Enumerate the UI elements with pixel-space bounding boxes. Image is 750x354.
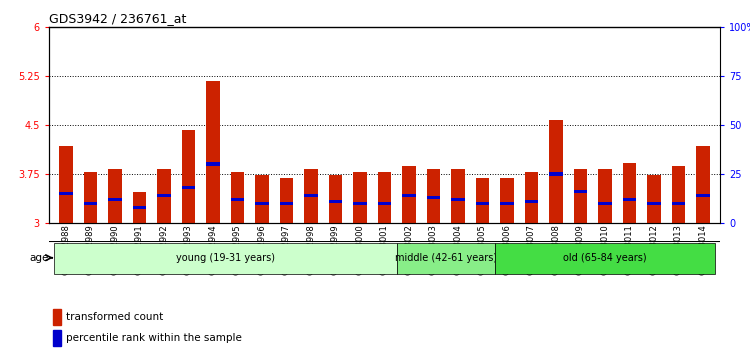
- Bar: [84, 201, 98, 205]
- Bar: [598, 201, 611, 205]
- Bar: [280, 178, 293, 223]
- Bar: [378, 201, 391, 205]
- Bar: [280, 201, 293, 205]
- Bar: [647, 201, 661, 205]
- Bar: [255, 201, 268, 205]
- Bar: [671, 166, 685, 223]
- Bar: [255, 175, 268, 223]
- Bar: [59, 147, 73, 223]
- Bar: [108, 169, 122, 223]
- Bar: [476, 178, 489, 223]
- Bar: [328, 175, 342, 223]
- Bar: [378, 172, 391, 223]
- Bar: [158, 194, 171, 197]
- Bar: [549, 172, 562, 176]
- Bar: [328, 200, 342, 203]
- Bar: [500, 178, 514, 223]
- Bar: [59, 192, 73, 195]
- Text: middle (42-61 years): middle (42-61 years): [394, 253, 496, 263]
- Bar: [402, 194, 416, 197]
- Text: young (19-31 years): young (19-31 years): [176, 253, 274, 263]
- Bar: [671, 201, 685, 205]
- Bar: [206, 162, 220, 166]
- Text: percentile rank within the sample: percentile rank within the sample: [66, 332, 242, 343]
- Bar: [452, 169, 464, 223]
- Bar: [353, 172, 367, 223]
- Bar: [622, 198, 636, 201]
- Text: old (65-84 years): old (65-84 years): [563, 253, 646, 263]
- Bar: [525, 200, 538, 203]
- Bar: [53, 309, 61, 325]
- Bar: [574, 169, 587, 223]
- Bar: [133, 192, 146, 223]
- Bar: [133, 206, 146, 209]
- FancyBboxPatch shape: [494, 243, 715, 274]
- Bar: [427, 196, 440, 199]
- Text: age: age: [30, 253, 50, 263]
- Bar: [402, 166, 416, 223]
- Bar: [574, 190, 587, 193]
- Bar: [647, 175, 661, 223]
- FancyBboxPatch shape: [397, 243, 494, 274]
- Bar: [525, 172, 538, 223]
- Bar: [84, 172, 98, 223]
- Bar: [452, 198, 464, 201]
- Text: transformed count: transformed count: [66, 312, 164, 322]
- Bar: [427, 169, 440, 223]
- Bar: [304, 169, 317, 223]
- Bar: [598, 169, 611, 223]
- Bar: [500, 201, 514, 205]
- Bar: [622, 163, 636, 223]
- Bar: [476, 201, 489, 205]
- Bar: [231, 172, 244, 223]
- Bar: [182, 130, 195, 223]
- Bar: [696, 147, 709, 223]
- Bar: [53, 330, 61, 346]
- Bar: [304, 194, 317, 197]
- Bar: [696, 194, 709, 197]
- Bar: [549, 120, 562, 223]
- FancyBboxPatch shape: [54, 243, 397, 274]
- Bar: [108, 198, 122, 201]
- Bar: [206, 81, 220, 223]
- Bar: [182, 186, 195, 189]
- Bar: [353, 201, 367, 205]
- Text: GDS3942 / 236761_at: GDS3942 / 236761_at: [49, 12, 186, 25]
- Bar: [231, 198, 244, 201]
- Bar: [158, 169, 171, 223]
